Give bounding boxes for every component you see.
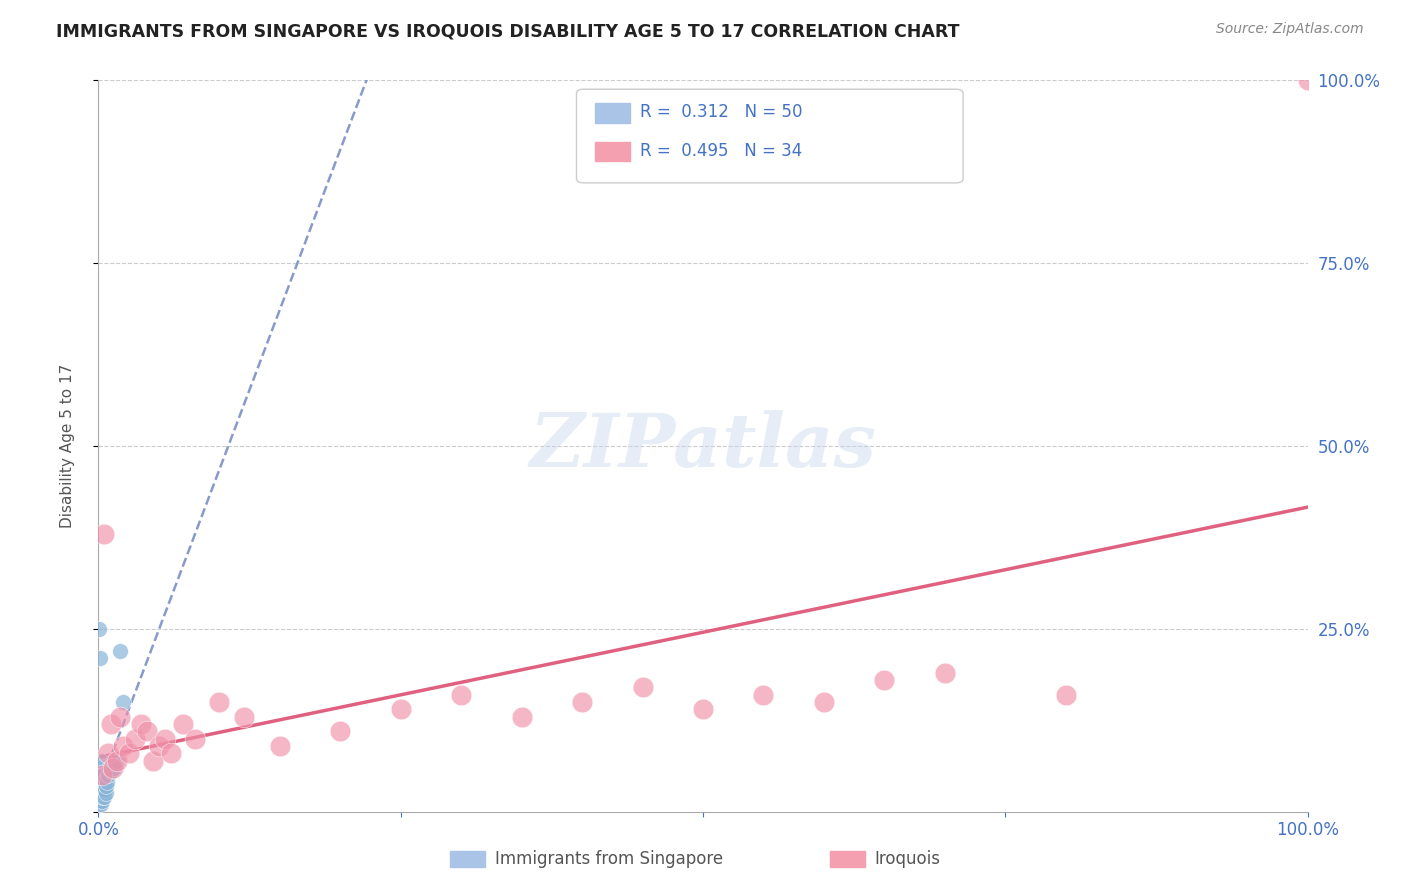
Point	[101, 761, 124, 775]
Point	[90, 782, 112, 797]
Point	[89, 787, 111, 801]
Point	[329, 724, 352, 739]
Text: Immigrants from Singapore: Immigrants from Singapore	[495, 850, 723, 868]
Point	[89, 622, 111, 636]
Point	[97, 768, 120, 782]
Point	[692, 702, 714, 716]
Point	[111, 695, 134, 709]
Point	[118, 746, 141, 760]
Point	[90, 775, 112, 789]
Text: ZIPatlas: ZIPatlas	[530, 409, 876, 483]
Point	[91, 782, 114, 797]
Point	[89, 794, 111, 808]
Point	[510, 709, 533, 723]
Point	[93, 775, 115, 789]
Point	[93, 782, 115, 797]
Text: Iroquois: Iroquois	[875, 850, 941, 868]
Point	[90, 797, 112, 812]
Point	[91, 768, 114, 782]
Text: R =  0.495   N = 34: R = 0.495 N = 34	[640, 142, 801, 160]
Point	[172, 717, 194, 731]
Point	[91, 787, 114, 801]
Point	[89, 768, 111, 782]
Point	[105, 754, 128, 768]
Point	[89, 775, 111, 789]
Point	[90, 790, 112, 805]
Point	[94, 782, 117, 797]
Point	[148, 739, 170, 753]
Point	[93, 790, 115, 805]
Point	[111, 739, 134, 753]
Point	[129, 717, 152, 731]
Point	[89, 787, 111, 801]
Point	[103, 761, 125, 775]
Point	[1296, 73, 1319, 87]
Point	[90, 754, 112, 768]
Point	[1054, 688, 1077, 702]
Text: IMMIGRANTS FROM SINGAPORE VS IROQUOIS DISABILITY AGE 5 TO 17 CORRELATION CHART: IMMIGRANTS FROM SINGAPORE VS IROQUOIS DI…	[56, 22, 960, 40]
Point	[89, 651, 111, 665]
Point	[91, 768, 114, 782]
Point	[91, 794, 114, 808]
Point	[208, 695, 231, 709]
Point	[124, 731, 146, 746]
Point	[813, 695, 835, 709]
Point	[98, 761, 121, 775]
Point	[89, 782, 111, 797]
Point	[184, 731, 207, 746]
Point	[571, 695, 593, 709]
Point	[108, 709, 131, 723]
Point	[100, 757, 122, 772]
Point	[90, 768, 112, 782]
Point	[89, 761, 111, 775]
Point	[90, 775, 112, 789]
Point	[108, 644, 131, 658]
Point	[89, 790, 111, 805]
Point	[96, 775, 118, 789]
Point	[752, 688, 775, 702]
Point	[89, 794, 111, 808]
Point	[232, 709, 254, 723]
Point	[87, 790, 110, 805]
Point	[89, 797, 111, 812]
Point	[90, 790, 112, 805]
Point	[101, 754, 124, 768]
Point	[153, 731, 176, 746]
Text: Source: ZipAtlas.com: Source: ZipAtlas.com	[1216, 22, 1364, 37]
Point	[91, 779, 114, 793]
Point	[94, 772, 117, 786]
Text: R =  0.312   N = 50: R = 0.312 N = 50	[640, 103, 803, 121]
Point	[100, 764, 122, 779]
Point	[631, 681, 654, 695]
Y-axis label: Disability Age 5 to 17: Disability Age 5 to 17	[60, 364, 75, 528]
Point	[91, 768, 114, 782]
Point	[450, 688, 472, 702]
Point	[91, 790, 114, 805]
Point	[90, 782, 112, 797]
Point	[142, 754, 165, 768]
Point	[269, 739, 291, 753]
Point	[100, 717, 122, 731]
Point	[105, 754, 128, 768]
Point	[160, 746, 183, 760]
Point	[93, 526, 115, 541]
Point	[96, 779, 118, 793]
Point	[91, 787, 114, 801]
Point	[389, 702, 412, 716]
Point	[91, 779, 114, 793]
Point	[934, 665, 956, 680]
Point	[94, 787, 117, 801]
Point	[873, 673, 896, 687]
Point	[89, 779, 111, 793]
Point	[135, 724, 157, 739]
Point	[87, 779, 110, 793]
Point	[97, 746, 120, 760]
